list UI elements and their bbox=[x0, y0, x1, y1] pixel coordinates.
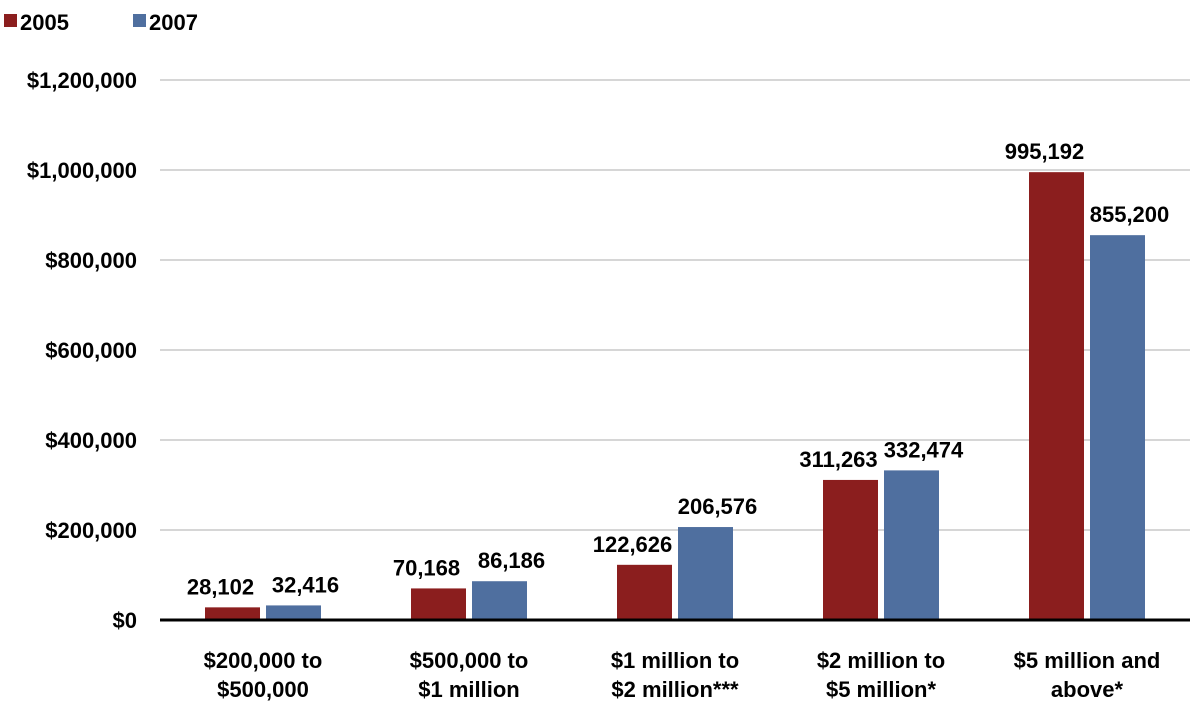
x-tick-label-line: $2 million to bbox=[817, 648, 945, 673]
x-tick-label-line: $1 million to bbox=[611, 648, 739, 673]
data-label-2005-4: 311,263 bbox=[799, 447, 877, 472]
x-tick-label-line: $200,000 to bbox=[204, 648, 323, 673]
bar-2007-2 bbox=[472, 581, 527, 620]
y-tick-label: $200,000 bbox=[45, 518, 137, 543]
data-label-2007-1: 32,416 bbox=[272, 572, 339, 597]
bar-2007-4 bbox=[884, 470, 939, 620]
data-label-2005-5: 995,192 bbox=[1005, 139, 1085, 164]
bar-2005-5 bbox=[1029, 172, 1084, 620]
legend-swatch-2007 bbox=[133, 14, 146, 27]
legend-label-2007: 2007 bbox=[149, 10, 198, 35]
data-label-2005-3: 122,626 bbox=[593, 532, 673, 557]
x-tick-label-line: above* bbox=[1051, 677, 1124, 702]
x-tick-label: $1 million to $2 million*** bbox=[611, 648, 739, 702]
x-tick-label-line: $500,000 bbox=[217, 677, 309, 702]
bar-2007-1 bbox=[266, 605, 321, 620]
data-label-2005-1: 28,102 bbox=[187, 574, 254, 599]
data-label-2007-4: 332,474 bbox=[884, 437, 964, 462]
bar-2007-5 bbox=[1090, 235, 1145, 620]
x-tick-label: $200,000 to $500,000 bbox=[204, 648, 323, 702]
x-tick-label-line: $500,000 to bbox=[410, 648, 529, 673]
x-tick-label-line: $1 million bbox=[418, 677, 519, 702]
bar-2007-3 bbox=[678, 527, 733, 620]
legend-swatch-2005 bbox=[4, 14, 17, 27]
legend-label-2005: 2005 bbox=[20, 10, 69, 35]
data-label-2005-2: 70,168 bbox=[393, 555, 460, 580]
y-tick-label: $400,000 bbox=[45, 428, 137, 453]
bar-2005-4 bbox=[823, 479, 878, 620]
y-tick-label: $0 bbox=[113, 608, 137, 633]
y-tick-label: $600,000 bbox=[45, 338, 137, 363]
bar-2005-3 bbox=[617, 564, 672, 620]
x-tick-label: $5 million and above* bbox=[1014, 648, 1161, 702]
data-label-2007-3: 206,576 bbox=[678, 494, 758, 519]
x-tick-label: $2 million to $5 million* bbox=[817, 648, 945, 702]
x-tick-label-line: $2 million*** bbox=[611, 677, 739, 702]
x-tick-label: $500,000 to $1 million bbox=[410, 648, 529, 702]
x-tick-label-line: $5 million and bbox=[1014, 648, 1161, 673]
data-label-2007-5: 855,200 bbox=[1090, 202, 1170, 227]
y-tick-label: $800,000 bbox=[45, 248, 137, 273]
bar-2005-1 bbox=[205, 607, 260, 620]
bar-2005-2 bbox=[411, 588, 466, 620]
y-tick-label: $1,200,000 bbox=[27, 68, 137, 93]
y-tick-label: $1,000,000 bbox=[27, 158, 137, 183]
data-label-2007-2: 86,186 bbox=[478, 548, 545, 573]
x-tick-label-line: $5 million* bbox=[826, 677, 936, 702]
